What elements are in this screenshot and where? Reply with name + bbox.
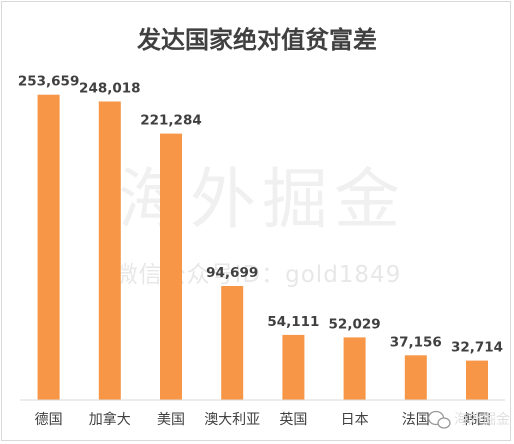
chart-title: 发达国家绝对值贫富差	[136, 26, 377, 54]
value-label-0: 253,659	[18, 74, 80, 90]
bar-7	[466, 360, 488, 400]
bar-6	[404, 355, 427, 400]
corner-watermark: 海外掘金	[454, 412, 510, 428]
x-tick-label-1: 加拿大	[89, 411, 131, 428]
value-label-5: 52,029	[329, 316, 381, 332]
x-tick-label-3: 澳大利亚	[204, 412, 260, 428]
x-tick-label-5: 日本	[341, 412, 369, 428]
value-label-6: 37,156	[390, 334, 442, 350]
bar-1	[98, 101, 121, 400]
value-label-3: 94,699	[206, 265, 258, 281]
value-label-7: 32,714	[451, 340, 503, 356]
value-label-1: 248,018	[79, 81, 141, 97]
wechat-logo	[427, 410, 451, 429]
value-labels-group: 253,659 248,018 221,284 94,699 54,111 52,029 3…	[18, 74, 503, 356]
bar-3	[221, 286, 244, 400]
x-tick-label-2: 美国	[157, 412, 185, 428]
x-tick-label-4: 英国	[279, 411, 307, 428]
value-label-4: 54,111	[267, 314, 319, 330]
bar-0	[37, 94, 60, 400]
x-tick-label-6: 法国	[402, 412, 430, 428]
bar-2	[160, 133, 182, 400]
bar-4	[282, 334, 305, 400]
x-tick-label-0: 德国	[35, 412, 63, 428]
x-tick-label-7: 韩国	[463, 412, 491, 428]
bars-group	[37, 94, 488, 400]
x-axis-tick-labels: 德国 加拿大 美国 澳大利亚 英国 日本 法国 韩国	[35, 411, 491, 428]
bar-5	[343, 337, 366, 400]
value-label-2: 221,284	[140, 113, 202, 129]
